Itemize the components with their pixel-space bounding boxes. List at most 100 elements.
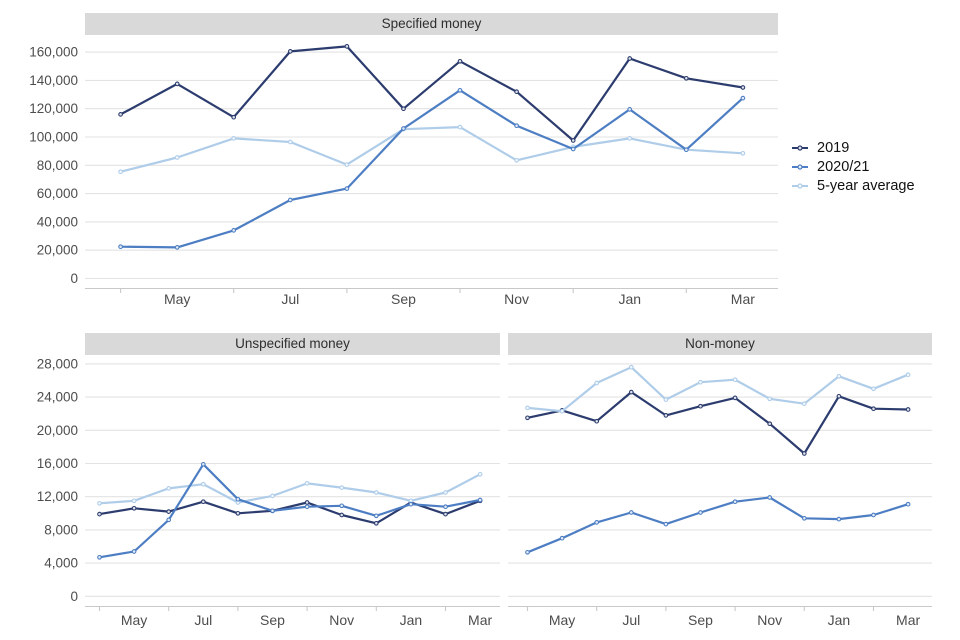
data-point-marker [270, 493, 275, 499]
data-point-marker [97, 500, 102, 506]
x-tick-label: Sep [260, 612, 285, 628]
data-point-marker [767, 421, 773, 427]
series-line-2020-21 [526, 496, 910, 554]
data-point-marker [767, 495, 773, 500]
data-point-marker [457, 87, 463, 93]
x-axis-ticks-specified-money [120, 288, 687, 293]
legend-item-2020-21: 2020/21 [790, 158, 915, 176]
data-point-marker [740, 95, 746, 101]
data-point-marker [683, 147, 689, 153]
data-point-marker [304, 500, 310, 505]
y-tick-label: 20,000 [37, 243, 78, 258]
data-point-marker [287, 49, 293, 54]
data-point-marker [514, 89, 519, 95]
data-point-marker [525, 549, 530, 555]
data-point-marker [235, 510, 241, 516]
data-point-marker [740, 85, 746, 90]
x-tick-label: Sep [391, 291, 416, 307]
data-point-marker [118, 112, 123, 117]
data-point-marker [663, 413, 669, 418]
data-point-marker [514, 157, 519, 163]
data-point-marker [118, 169, 123, 175]
data-point-marker [836, 373, 842, 379]
panel-specified-money: May Jul Sep Nov Jan Mar 0 20,000 40,000 60,000 80,… [29, 44, 778, 307]
y-tick-label: 80,000 [37, 158, 78, 173]
data-point-marker [235, 496, 241, 502]
series-5-year-average-unspecified-money [97, 471, 483, 506]
x-axis-labels-unspecified-money: May Jul Sep Nov Jan Mar [121, 612, 493, 628]
data-point-marker [287, 139, 293, 145]
x-tick-label: May [164, 291, 190, 307]
x-tick-label: Mar [468, 612, 492, 628]
data-point-marker [339, 485, 345, 490]
series-5-year-average-specified-money [118, 124, 746, 175]
data-point-marker [443, 490, 448, 495]
data-point-marker [594, 380, 600, 386]
data-point-marker [732, 377, 738, 383]
data-point-marker [373, 490, 379, 495]
data-point-marker [628, 364, 634, 370]
y-tick-label: 120,000 [29, 101, 78, 116]
data-point-marker [174, 81, 180, 87]
y-axis-labels-unspecified-money: 0 4,000 8,000 12,000 16,000 20,000 24,000 28,00… [37, 356, 78, 603]
legend-swatch-5-year-average-icon [792, 183, 808, 189]
data-point-marker [559, 408, 565, 414]
data-point-marker [570, 138, 576, 143]
data-point-marker [698, 403, 703, 409]
y-tick-label: 12,000 [37, 489, 78, 504]
x-tick-label: Sep [688, 612, 713, 628]
data-point-marker [231, 114, 237, 120]
x-tick-label: Jan [828, 612, 851, 628]
x-tick-label: Jan [618, 291, 641, 307]
data-point-marker [401, 126, 406, 131]
data-point-marker [627, 107, 633, 112]
data-point-marker [373, 513, 379, 519]
y-tick-label: 0 [70, 589, 78, 604]
data-point-marker [801, 451, 807, 456]
data-point-marker [131, 498, 137, 504]
data-point-marker [97, 554, 102, 560]
x-axis-ticks-non-money [526, 606, 875, 611]
data-point-marker [200, 499, 206, 505]
data-point-marker [767, 396, 773, 402]
data-point-marker [801, 401, 807, 407]
data-point-marker [344, 162, 350, 167]
data-point-marker [287, 197, 293, 203]
x-tick-label: Nov [329, 612, 354, 628]
x-tick-label: May [121, 612, 147, 628]
series-2020-21-non-money [525, 495, 911, 555]
data-point-marker [477, 471, 483, 477]
y-tick-label: 0 [70, 271, 78, 286]
data-point-marker [732, 395, 738, 401]
x-tick-label: Jan [400, 612, 423, 628]
data-point-marker [740, 150, 746, 156]
data-point-marker [871, 406, 876, 412]
gridlines-non-money [508, 363, 932, 597]
series-line-2020-21 [119, 89, 745, 249]
data-point-marker [131, 505, 137, 511]
series-5-year-average-non-money [525, 364, 911, 414]
y-tick-label: 16,000 [37, 456, 78, 471]
legend-label-5-year-average: 5-year average [817, 178, 915, 194]
data-point-marker [231, 136, 237, 141]
data-point-marker [525, 405, 530, 411]
data-point-marker [732, 499, 738, 505]
series-line-5-year-average [526, 366, 910, 413]
data-point-marker [698, 510, 703, 515]
data-point-marker [457, 124, 463, 130]
y-tick-label: 100,000 [29, 130, 78, 145]
series-2020-21-specified-money [118, 87, 746, 250]
legend-label-2020-21: 2020/21 [817, 159, 870, 175]
data-point-marker [905, 407, 911, 412]
y-tick-label: 20,000 [37, 423, 78, 438]
x-tick-label: Jul [194, 612, 212, 628]
data-point-marker [698, 379, 703, 385]
data-point-marker [663, 521, 669, 527]
y-tick-label: 40,000 [37, 214, 78, 229]
series-2019-non-money [525, 389, 911, 456]
data-point-marker [344, 44, 350, 49]
data-point-marker [166, 509, 172, 514]
data-point-marker [97, 511, 102, 517]
